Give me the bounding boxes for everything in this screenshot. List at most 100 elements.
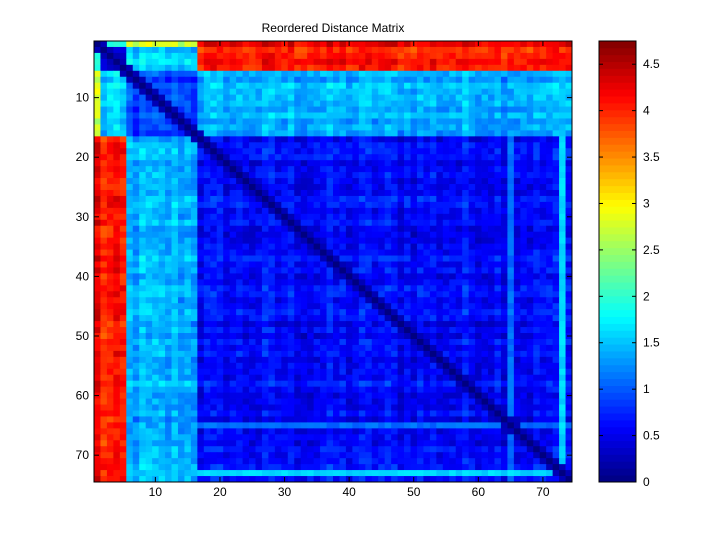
heatmap-cell [436, 64, 444, 72]
heatmap-cell [190, 166, 198, 173]
heatmap-cell [177, 142, 185, 149]
heatmap-cell [94, 172, 101, 179]
heatmap-cell [132, 356, 140, 364]
heatmap-cell [177, 267, 185, 274]
heatmap-cell [281, 136, 289, 143]
heatmap-cell [242, 356, 250, 364]
heatmap-cell [520, 279, 528, 286]
heatmap-cell [100, 70, 108, 78]
heatmap-cell [313, 184, 321, 191]
heatmap-cell [229, 321, 237, 328]
heatmap-cell [216, 321, 224, 328]
heatmap-cell [100, 255, 108, 262]
heatmap-cell [539, 315, 547, 322]
heatmap-cell [436, 422, 444, 429]
heatmap-cell [565, 267, 573, 274]
heatmap-cell [287, 172, 295, 179]
heatmap-cell [326, 249, 334, 256]
heatmap-cell [320, 255, 327, 262]
heatmap-cell [300, 338, 308, 346]
heatmap-cell [210, 273, 218, 280]
heatmap-cell [371, 315, 379, 322]
heatmap-cell [533, 142, 541, 149]
heatmap-cell [184, 285, 192, 292]
heatmap-cell [423, 398, 431, 405]
heatmap-cell [100, 207, 108, 215]
heatmap-cell [261, 88, 269, 96]
heatmap-cell [326, 303, 334, 310]
heatmap-cell [242, 82, 250, 90]
heatmap-cell [184, 333, 192, 340]
heatmap-cell [429, 64, 437, 72]
heatmap-cell [513, 404, 521, 411]
heatmap-cell [177, 261, 185, 268]
heatmap-cell [113, 279, 121, 286]
heatmap-cell [119, 124, 127, 131]
heatmap-cell [552, 243, 560, 250]
heatmap-cell [552, 404, 560, 411]
heatmap-cell [339, 76, 347, 84]
heatmap-cell [300, 225, 308, 233]
heatmap-cell [320, 184, 327, 191]
heatmap-cell [113, 142, 121, 149]
heatmap-cell [391, 344, 398, 352]
heatmap-cell [210, 213, 218, 221]
heatmap-cell [274, 243, 282, 250]
heatmap-cell [171, 321, 179, 328]
heatmap-cell [352, 249, 360, 256]
heatmap-cell [494, 106, 502, 113]
heatmap-cell [455, 195, 463, 203]
heatmap-cell [320, 52, 327, 60]
heatmap-cell [358, 201, 366, 209]
heatmap-cell [500, 237, 508, 245]
heatmap-cell [333, 309, 340, 316]
heatmap-cell [106, 309, 114, 316]
heatmap-cell [255, 112, 263, 119]
heatmap-cell [268, 356, 276, 364]
heatmap-cell [287, 279, 295, 286]
heatmap-cell [552, 344, 560, 352]
heatmap-cell [274, 195, 282, 203]
heatmap-cell [494, 207, 502, 215]
heatmap-cell [384, 106, 392, 113]
heatmap-cell [481, 422, 489, 429]
heatmap-cell [481, 136, 489, 143]
heatmap-cell [326, 148, 334, 155]
heatmap-cell [261, 249, 269, 256]
heatmap-cell [287, 124, 295, 131]
heatmap-cell [339, 136, 347, 143]
heatmap-cell [132, 434, 140, 441]
heatmap-cell [203, 70, 211, 78]
heatmap-cell [526, 243, 534, 250]
heatmap-cell [539, 166, 547, 173]
heatmap-cell [216, 344, 224, 352]
heatmap-cell [442, 392, 450, 399]
heatmap-cell [152, 76, 159, 84]
heatmap-cell [132, 136, 140, 143]
heatmap-cell [139, 303, 147, 310]
heatmap-cell [442, 76, 450, 84]
heatmap-cell [152, 249, 159, 256]
heatmap-cell [210, 142, 218, 149]
heatmap-cell [462, 46, 470, 54]
heatmap-cell [139, 291, 147, 298]
heatmap-cell [423, 368, 431, 376]
heatmap-cell [397, 237, 405, 245]
heatmap-cell [203, 368, 211, 376]
heatmap-cell [333, 124, 340, 131]
heatmap-cell [449, 41, 457, 48]
heatmap-cell [345, 362, 353, 370]
heatmap-cell [261, 297, 269, 304]
heatmap-cell [384, 255, 392, 262]
heatmap-cell [94, 189, 101, 197]
heatmap-cell [274, 219, 282, 227]
heatmap-cell [287, 386, 295, 394]
heatmap-cell [300, 255, 308, 262]
heatmap-cell [391, 58, 398, 66]
heatmap-cell [242, 362, 250, 370]
heatmap-cell [526, 136, 534, 143]
heatmap-cell [158, 255, 166, 262]
heatmap-cell [190, 309, 198, 316]
heatmap-cell [126, 374, 134, 382]
heatmap-cell [416, 195, 424, 203]
